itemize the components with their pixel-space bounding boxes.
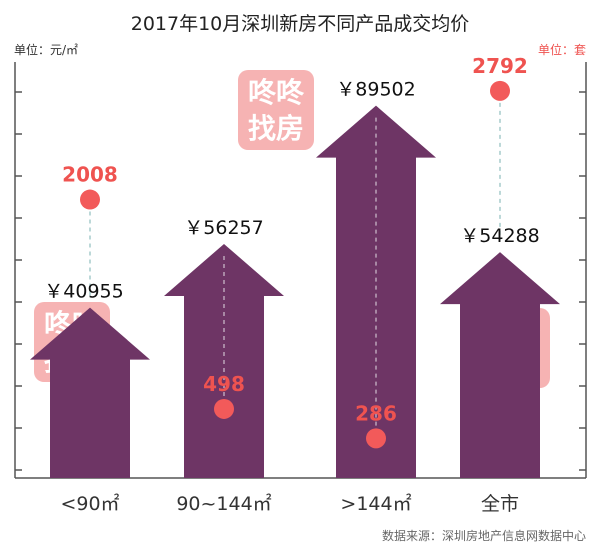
arrow-bar: [30, 307, 150, 478]
x-tick-label: 90~144㎡: [176, 492, 271, 515]
right-unit-label: 单位：套: [538, 42, 586, 57]
arrow-bar: [440, 252, 560, 478]
x-tick-label: <90㎡: [60, 492, 119, 515]
price-label: ￥54288: [460, 225, 539, 247]
left-unit-label: 单位：元/㎡: [14, 42, 78, 57]
chart-title: 2017年10月深圳新房不同产品成交均价: [131, 13, 470, 35]
watermark-line-2: 找房: [248, 112, 304, 145]
count-dot: [490, 80, 510, 101]
price-label: ￥89502: [336, 79, 415, 101]
data-labels: ￥40955 2008 ￥56257 498 ￥89502 286 ￥54288 2792: [44, 54, 539, 425]
count-dots: [80, 80, 510, 449]
count-label: 498: [203, 372, 245, 396]
count-label: 286: [355, 401, 397, 425]
count-dot: [214, 398, 234, 419]
price-label: ￥56257: [184, 217, 263, 239]
count-label: 2792: [472, 54, 528, 78]
watermark-bg: [238, 70, 314, 150]
count-dot: [366, 428, 386, 449]
arrow-bar: [316, 105, 436, 478]
source-note: 数据来源：深圳房地产信息网数据中心: [382, 528, 586, 543]
x-tick-label: 全市: [481, 493, 519, 515]
count-dot: [80, 189, 100, 210]
count-label: 2008: [62, 163, 118, 187]
price-label: ￥40955: [44, 281, 123, 303]
watermark-line-1: 咚咚: [248, 76, 305, 109]
axis-ticks: [15, 91, 586, 471]
count-connectors: [89, 102, 501, 427]
x-tick-labels: <90㎡ 90~144㎡ >144㎡ 全市: [60, 492, 519, 515]
x-tick-label: >144㎡: [340, 492, 411, 515]
